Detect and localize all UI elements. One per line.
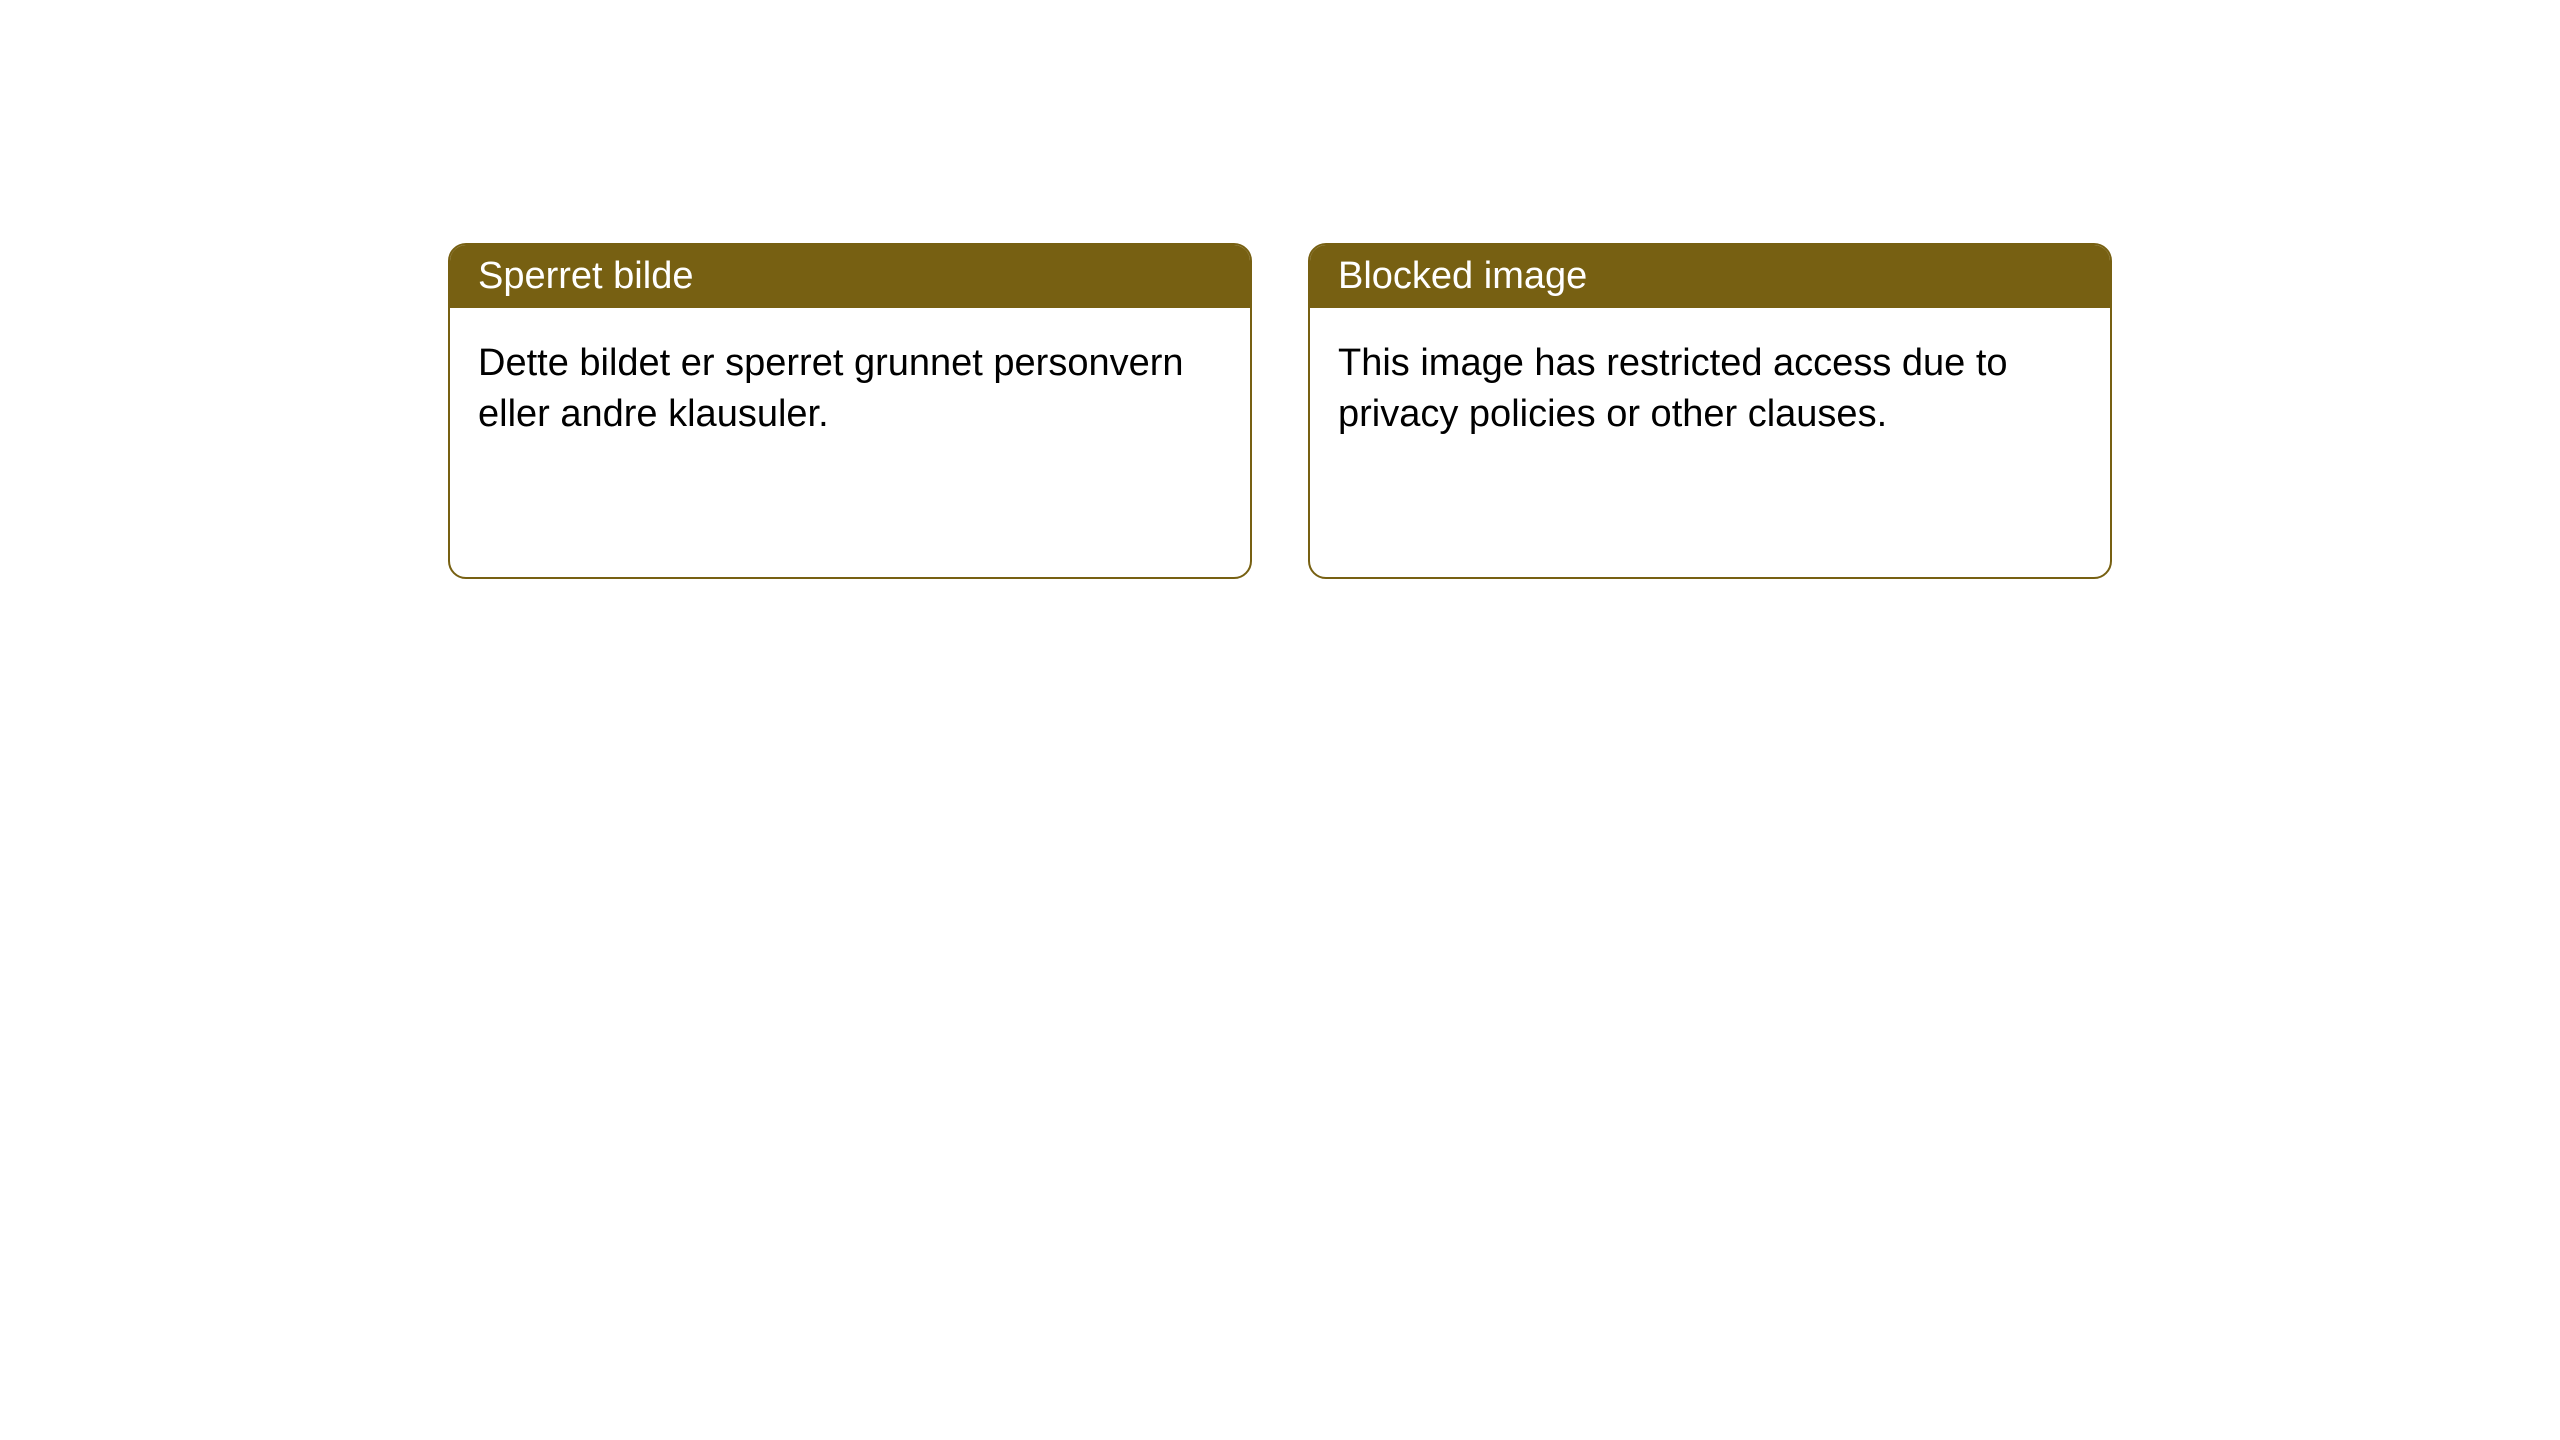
notice-title: Blocked image xyxy=(1338,255,1587,297)
notice-card-norwegian: Sperret bilde Dette bildet er sperret gr… xyxy=(448,243,1252,579)
notice-title: Sperret bilde xyxy=(478,255,693,297)
notice-body-text: Dette bildet er sperret grunnet personve… xyxy=(478,342,1184,435)
notice-header: Blocked image xyxy=(1310,245,2110,308)
notice-card-english: Blocked image This image has restricted … xyxy=(1308,243,2112,579)
notice-body: Dette bildet er sperret grunnet personve… xyxy=(450,308,1250,471)
notice-body: This image has restricted access due to … xyxy=(1310,308,2110,471)
notice-body-text: This image has restricted access due to … xyxy=(1338,342,2008,435)
notice-container: Sperret bilde Dette bildet er sperret gr… xyxy=(0,0,2560,579)
notice-header: Sperret bilde xyxy=(450,245,1250,308)
